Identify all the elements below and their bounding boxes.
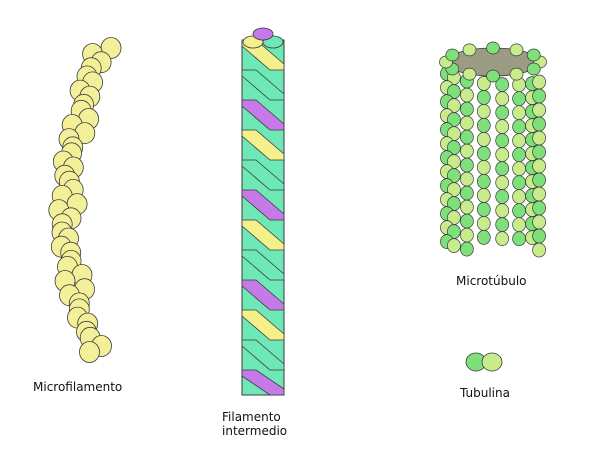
tubulin-subunit <box>476 216 491 231</box>
tubulin-subunit <box>512 217 526 233</box>
tubulin-subunit <box>495 231 510 246</box>
tubulin-subunit <box>476 174 491 189</box>
tubulin-subunit <box>512 147 526 163</box>
tubulin-dimer-drawing <box>465 352 503 372</box>
filament-strand <box>241 279 285 311</box>
tubulin-subunit <box>460 227 474 243</box>
tubulin-subunit <box>460 185 474 201</box>
rim-subunit <box>509 43 524 57</box>
filament-strand <box>241 99 285 131</box>
tubulin-subunit <box>512 161 526 177</box>
rim-subunit <box>526 62 541 76</box>
tubulin-subunit <box>476 132 491 147</box>
tubulin-subunit <box>495 91 510 106</box>
rim-subunit <box>462 67 477 81</box>
filament-strand <box>241 309 285 341</box>
tubulin-subunit <box>447 238 461 253</box>
filament-strand <box>241 159 285 191</box>
tubulin-subunit <box>460 199 474 215</box>
tubulin-subunit <box>532 144 546 160</box>
tubulin-subunit <box>532 158 546 174</box>
tubulin-subunit <box>532 242 546 258</box>
filament-strand <box>241 189 285 221</box>
intermediate-label-line2: intermedio <box>222 424 288 438</box>
tubulin-subunit <box>460 171 474 187</box>
tubulin-subunit <box>476 188 491 203</box>
tubulin-subunit <box>532 102 546 118</box>
tubulin-subunit <box>512 133 526 149</box>
actin-bead <box>79 341 100 363</box>
tubulin-label: Tubulina <box>460 386 510 400</box>
tubulin-subunit <box>532 74 546 90</box>
tubulin-subunit <box>532 88 546 104</box>
tubulin-subunit <box>512 119 526 135</box>
filament-strand <box>241 249 285 281</box>
tubulin-subunit <box>460 115 474 131</box>
tubulin-subunit <box>495 175 510 190</box>
filament-strand <box>241 339 285 371</box>
tubulin-subunit <box>476 118 491 133</box>
tubulin-subunit <box>495 105 510 120</box>
tubulin-subunit <box>532 186 546 202</box>
tubulin-subunit <box>495 217 510 232</box>
tubulin-subunit <box>476 104 491 119</box>
intermediate-filament-label: Filamento intermedio <box>222 410 287 438</box>
tubulin-subunit <box>532 172 546 188</box>
tubulin-subunit <box>460 129 474 145</box>
tubulin-subunit <box>460 213 474 229</box>
intermediate-filament-drawing <box>241 27 285 396</box>
tubulin-subunit <box>532 214 546 230</box>
filament-strand <box>241 369 285 396</box>
tubulin-subunit <box>532 116 546 132</box>
tubulin-subunit <box>460 157 474 173</box>
microtubule-label: Microtúbulo <box>456 274 527 288</box>
tubulin-subunit <box>460 87 474 103</box>
tubulin-subunit <box>460 143 474 159</box>
tubulin-subunit <box>460 241 474 257</box>
rim-subunit <box>526 48 541 62</box>
rim-subunit <box>486 69 500 83</box>
tubulin-subunit <box>495 147 510 162</box>
rim-subunit <box>486 41 500 55</box>
tubulin-subunit <box>532 228 546 244</box>
tubulin-subunit <box>476 202 491 217</box>
beta-tubulin <box>481 352 503 372</box>
tubulin-subunit <box>512 189 526 205</box>
tubulin-subunit <box>476 146 491 161</box>
microfilament-label: Microfilamento <box>33 380 123 394</box>
tubulin-subunit <box>495 119 510 134</box>
strand-cap <box>252 27 274 41</box>
microfilament-drawing <box>48 37 122 363</box>
tubulin-subunit <box>495 133 510 148</box>
tubulin-subunit <box>476 90 491 105</box>
tubulin-subunit <box>495 203 510 218</box>
tubulin-subunit <box>532 200 546 216</box>
tubulin-subunit <box>512 91 526 107</box>
tubulin-subunit <box>532 130 546 146</box>
filament-strand <box>241 219 285 251</box>
intermediate-label-line1: Filamento <box>222 410 281 424</box>
filament-strand <box>241 69 285 101</box>
rim-subunit <box>462 43 477 57</box>
tubulin-subunit <box>476 230 491 245</box>
tubulin-subunit <box>495 189 510 204</box>
tubulin-subunit <box>512 231 526 247</box>
rim-subunit <box>509 67 524 81</box>
tubulin-subunit <box>512 203 526 219</box>
filament-strand <box>241 129 285 161</box>
tubulin-subunit <box>460 101 474 117</box>
tubulin-subunit <box>512 105 526 121</box>
tubulin-subunit <box>512 175 526 191</box>
tubulin-subunit <box>495 161 510 176</box>
rim-subunit <box>445 48 460 62</box>
microtubule-drawing <box>439 41 547 258</box>
tubulin-subunit <box>476 160 491 175</box>
